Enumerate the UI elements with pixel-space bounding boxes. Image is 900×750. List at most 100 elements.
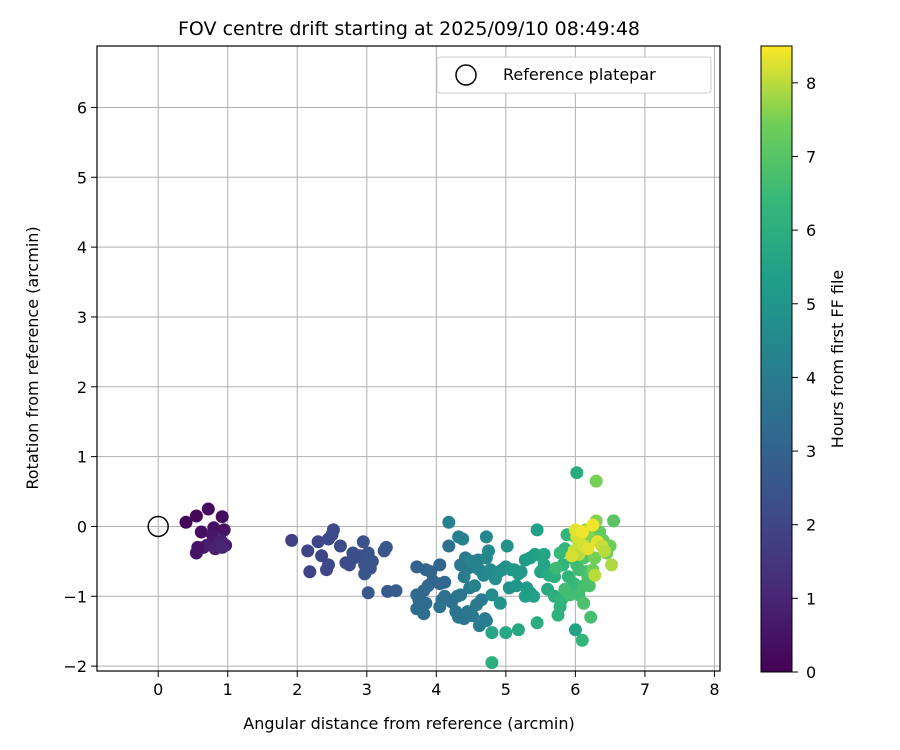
data-point <box>179 515 193 529</box>
colorbar-tick-label: 1 <box>806 589 816 608</box>
colorbar-tick-label: 4 <box>806 368 816 387</box>
data-point <box>438 575 452 589</box>
data-point <box>456 532 470 546</box>
data-point <box>558 582 572 596</box>
data-point <box>191 540 205 554</box>
data-point <box>326 523 340 537</box>
data-point <box>365 554 379 568</box>
data-point <box>530 523 544 537</box>
data-point <box>499 626 513 640</box>
data-point <box>482 544 495 558</box>
data-point <box>607 514 621 528</box>
colorbar-tick-label: 3 <box>806 442 816 461</box>
data-point <box>568 623 582 637</box>
x-tick-label: 6 <box>570 680 580 699</box>
data-point <box>433 600 447 614</box>
legend-marker <box>455 64 477 86</box>
data-point <box>565 549 579 563</box>
y-tick-label: 5 <box>77 168 87 187</box>
data-point <box>442 539 456 553</box>
data-point <box>598 544 612 558</box>
data-point <box>475 593 488 607</box>
colorbar-ticks: 0 1 2 3 4 5 6 7 8 <box>792 74 816 682</box>
legend: Reference platepar <box>436 56 712 94</box>
y-axis-ticks: −2 −1 0 1 2 3 4 5 6 <box>63 98 97 676</box>
x-tick-label: 1 <box>223 680 233 699</box>
data-point <box>581 542 595 556</box>
data-point <box>575 633 589 647</box>
y-tick-label: 0 <box>77 517 87 536</box>
colorbar-tick-label: 5 <box>806 295 816 314</box>
data-point <box>530 616 544 630</box>
x-axis-label: Angular distance from reference (arcmin) <box>243 714 574 733</box>
data-point <box>466 609 479 623</box>
data-point <box>389 584 403 598</box>
x-tick-label: 4 <box>431 680 441 699</box>
y-tick-label: 4 <box>77 238 87 257</box>
data-point <box>582 579 596 593</box>
x-tick-label: 0 <box>153 680 163 699</box>
data-point <box>215 540 229 554</box>
y-tick-label: 3 <box>77 308 87 327</box>
data-point <box>514 565 528 579</box>
legend-box <box>436 56 712 94</box>
data-point <box>589 474 603 488</box>
y-axis-label: Rotation from reference (arcmin) <box>23 226 42 489</box>
data-point <box>518 589 532 603</box>
data-point <box>311 535 325 549</box>
grid-lines <box>97 46 720 671</box>
x-tick-label: 5 <box>501 680 511 699</box>
x-tick-label: 8 <box>709 680 719 699</box>
data-point <box>586 518 600 532</box>
plot-frame <box>96 45 721 672</box>
y-tick-label: −1 <box>63 587 87 606</box>
data-point <box>493 596 507 610</box>
data-point <box>468 579 482 593</box>
data-point <box>454 588 468 602</box>
data-point <box>358 567 372 581</box>
reference-marker <box>147 515 169 538</box>
data-point <box>485 626 499 640</box>
colorbar-tick-label: 8 <box>806 74 816 93</box>
colorbar-tick-label: 6 <box>806 221 816 240</box>
colorbar-tick-label: 7 <box>806 147 816 166</box>
data-point <box>570 466 584 480</box>
data-point <box>553 546 567 560</box>
data-point <box>537 558 551 572</box>
data-point <box>584 610 598 624</box>
data-point <box>356 535 370 549</box>
data-point <box>509 579 523 593</box>
data-point <box>511 623 525 637</box>
data-point <box>588 551 602 565</box>
data-point <box>333 539 347 553</box>
colorbar-tick-label: 2 <box>806 516 816 535</box>
data-point <box>322 558 335 572</box>
legend-label: Reference platepar <box>503 65 656 84</box>
x-axis-ticks: 0 1 2 3 4 5 6 7 8 <box>153 671 720 699</box>
data-point <box>417 607 431 621</box>
y-tick-label: 1 <box>77 448 87 467</box>
x-tick-label: 2 <box>292 680 302 699</box>
data-point <box>315 549 329 563</box>
data-point <box>379 540 393 554</box>
data-point <box>485 588 499 602</box>
data-point <box>303 565 317 579</box>
y-tick-label: −2 <box>63 657 87 676</box>
y-tick-label: 2 <box>77 378 87 397</box>
colorbar-tick-label: 0 <box>806 663 816 682</box>
data-point <box>549 561 563 575</box>
chart-title: FOV centre drift starting at 2025/09/10 … <box>178 18 640 40</box>
data-point <box>500 539 514 553</box>
data-point <box>201 502 215 516</box>
x-tick-label: 3 <box>362 680 372 699</box>
data-point <box>537 547 551 561</box>
data-point <box>457 570 471 584</box>
data-point <box>479 614 493 628</box>
data-point <box>361 586 375 600</box>
data-point <box>301 544 315 558</box>
data-point <box>479 530 493 544</box>
colorbar: 0 1 2 3 4 5 6 7 8 Hours from first FF file <box>760 45 847 682</box>
data-point <box>285 533 299 547</box>
data-point <box>577 596 591 610</box>
